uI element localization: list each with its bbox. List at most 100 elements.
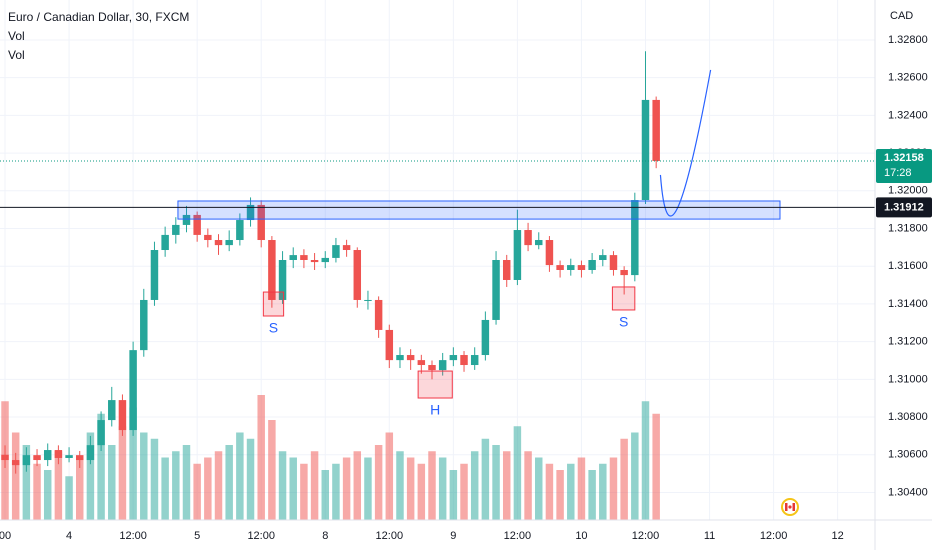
pattern-box xyxy=(262,291,285,317)
candle-body xyxy=(118,400,127,431)
volume-bar xyxy=(161,457,169,520)
y-tick-label: 1.32600 xyxy=(888,72,928,84)
candle-body xyxy=(321,257,329,263)
pattern-label: S xyxy=(619,314,628,330)
volume-bar xyxy=(470,451,479,520)
candle-body xyxy=(268,240,276,300)
volume-bar xyxy=(460,463,468,520)
candle-body xyxy=(214,240,223,246)
candle-body xyxy=(193,214,201,235)
price-pane: S H S xyxy=(0,51,875,474)
volume-bar xyxy=(492,445,500,520)
volume-bar xyxy=(182,445,191,520)
candle-body xyxy=(620,269,628,276)
candle-body xyxy=(641,99,650,201)
candle-body xyxy=(172,224,180,235)
candle-body xyxy=(86,445,95,461)
x-tick-label: 12:00 xyxy=(760,530,788,542)
candle-body xyxy=(545,240,554,266)
candle-body xyxy=(278,260,287,300)
x-tick-label: 4 xyxy=(66,530,72,542)
volume-bar xyxy=(76,457,84,520)
volume-bar xyxy=(428,451,436,520)
volume-bar xyxy=(65,476,73,520)
candle-body xyxy=(129,350,137,431)
volume-bar xyxy=(11,432,20,520)
volume-bar xyxy=(631,432,639,520)
volume-bar xyxy=(342,457,351,520)
x-tick-label: 8 xyxy=(322,530,328,542)
candle-body xyxy=(406,355,415,361)
last-price-label: 1.32158 xyxy=(884,152,924,164)
candle-body xyxy=(236,220,244,241)
volume-bar xyxy=(289,457,297,520)
volume-bar xyxy=(172,451,180,520)
candle-body xyxy=(246,204,255,221)
support-zone xyxy=(177,200,781,220)
volume-bar xyxy=(364,457,372,520)
volume-bar xyxy=(118,426,127,520)
candle-body xyxy=(470,355,479,366)
volume-bar xyxy=(86,432,95,520)
volume-bar xyxy=(204,457,212,520)
volume-bar xyxy=(332,463,340,520)
last-price-box xyxy=(876,149,932,184)
candle-body xyxy=(524,230,532,246)
volume-bar xyxy=(567,463,575,520)
volume-bar xyxy=(620,438,628,520)
pattern-label: H xyxy=(430,402,440,418)
candle-body xyxy=(161,234,169,251)
x-tick-label: 10 xyxy=(575,530,587,542)
pattern-box xyxy=(611,286,636,311)
candle-body xyxy=(502,260,511,280)
volume-bar xyxy=(22,445,31,520)
candle-body xyxy=(1,454,9,461)
candle-body xyxy=(396,355,404,361)
marked-price-label: 1.31912 xyxy=(884,201,924,213)
x-tick-label: 12:00 xyxy=(504,530,532,542)
y-tick-label: 1.31400 xyxy=(888,298,928,310)
volume-bar xyxy=(353,451,362,520)
volume-bar xyxy=(225,445,233,520)
volume-bar xyxy=(577,457,586,520)
chart-title: Euro / Canadian Dollar, 30, FXCM xyxy=(8,10,189,24)
candle-body xyxy=(204,234,212,241)
candle-body xyxy=(33,455,41,461)
volume-bar xyxy=(481,438,490,520)
y-tick-label: 1.31800 xyxy=(888,222,928,234)
candle-body xyxy=(609,255,618,270)
candle-body xyxy=(513,230,522,280)
y-tick-label: 1.30800 xyxy=(888,411,928,423)
pattern-label: S xyxy=(269,320,278,336)
volume-bar xyxy=(236,432,244,520)
x-tick-label: 11 xyxy=(704,530,715,542)
y-tick-label: 1.32400 xyxy=(888,109,928,121)
volume-bar xyxy=(417,463,426,520)
volume-bar xyxy=(374,445,383,520)
volume-bar xyxy=(385,432,394,520)
candle-body xyxy=(76,455,84,461)
candle-body xyxy=(577,265,586,270)
y-tick-label: 1.32800 xyxy=(888,34,928,46)
candle-body xyxy=(556,265,564,270)
volume-bar xyxy=(150,438,159,520)
candle-body xyxy=(22,455,31,466)
candle-body xyxy=(652,99,660,162)
candle-body xyxy=(257,204,265,241)
candle-body xyxy=(332,245,340,258)
volume-bar xyxy=(641,401,650,520)
candle-body xyxy=(310,260,319,263)
candle-body xyxy=(300,255,308,260)
candle-body xyxy=(385,329,394,361)
candle-body xyxy=(631,200,639,276)
candle-body xyxy=(108,400,116,421)
candle-body xyxy=(65,455,73,458)
candle-body xyxy=(289,255,297,260)
candle-body xyxy=(342,245,351,251)
volume-bar xyxy=(43,470,52,520)
volume-bar xyxy=(278,451,287,520)
candle-body xyxy=(481,319,490,356)
x-tick-label: 12 xyxy=(832,530,844,542)
x-tick-label: 9 xyxy=(450,530,456,542)
